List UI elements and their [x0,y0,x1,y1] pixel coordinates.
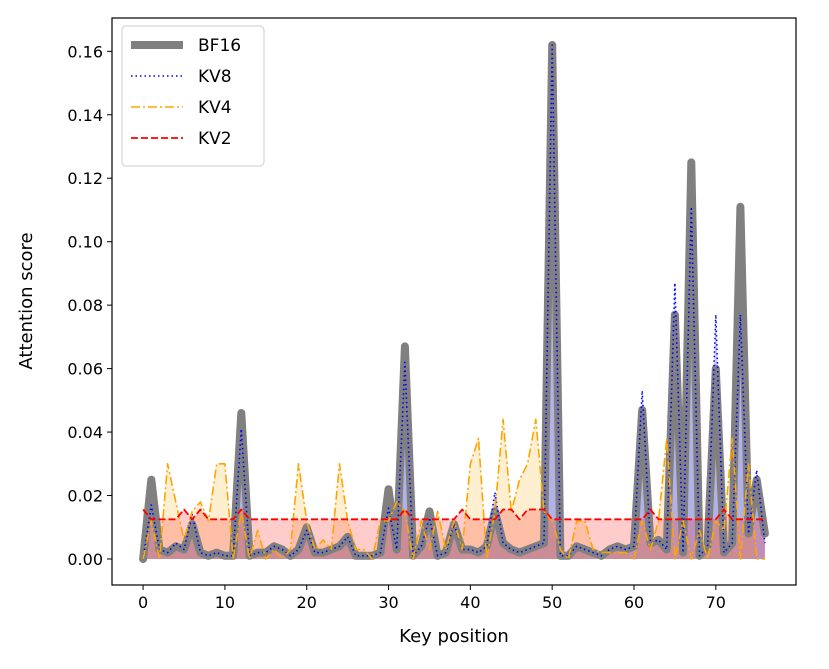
y-axis-label: Attention score [16,232,37,369]
x-tick-label: 50 [542,593,562,612]
x-tick-label: 70 [706,593,726,612]
y-tick-label: 0.10 [67,233,103,252]
y-tick-label: 0.12 [67,169,103,188]
x-tick-label: 60 [624,593,644,612]
x-axis-ticks: 0 10 20 30 40 50 60 70 [138,585,726,612]
legend-label-kv4: KV4 [198,98,232,118]
line-bf16 [139,41,769,563]
plot-frame [111,17,797,586]
legend-label-bf16: BF16 [198,36,241,56]
x-tick-label: 10 [215,593,235,612]
legend-box [121,25,265,167]
legend-label-kv8: KV8 [198,67,232,87]
fill-kv4 [143,419,765,559]
x-tick-label: 20 [297,593,317,612]
line-kv2 [142,508,765,521]
y-tick-label: 0.02 [67,487,103,506]
line-kv4 [142,418,765,560]
x-tick-label: 0 [138,593,148,612]
legend: BF16 KV8 KV4 KV2 [121,25,265,167]
series-lines [139,41,769,563]
y-tick-label: 0.00 [67,550,103,569]
y-tick-label: 0.04 [67,423,103,442]
y-tick-label: 0.16 [67,42,103,61]
x-tick-label: 40 [460,593,480,612]
y-tick-label: 0.06 [67,360,103,379]
legend-label-kv2: KV2 [198,129,232,149]
x-tick-label: 30 [378,593,398,612]
y-axis-ticks: 0.00 0.02 0.04 0.06 0.08 0.10 0.12 0.14 0.16 [67,42,112,569]
x-axis-label: Key position [399,626,509,647]
y-tick-label: 0.14 [67,106,103,125]
y-tick-label: 0.08 [67,296,103,315]
